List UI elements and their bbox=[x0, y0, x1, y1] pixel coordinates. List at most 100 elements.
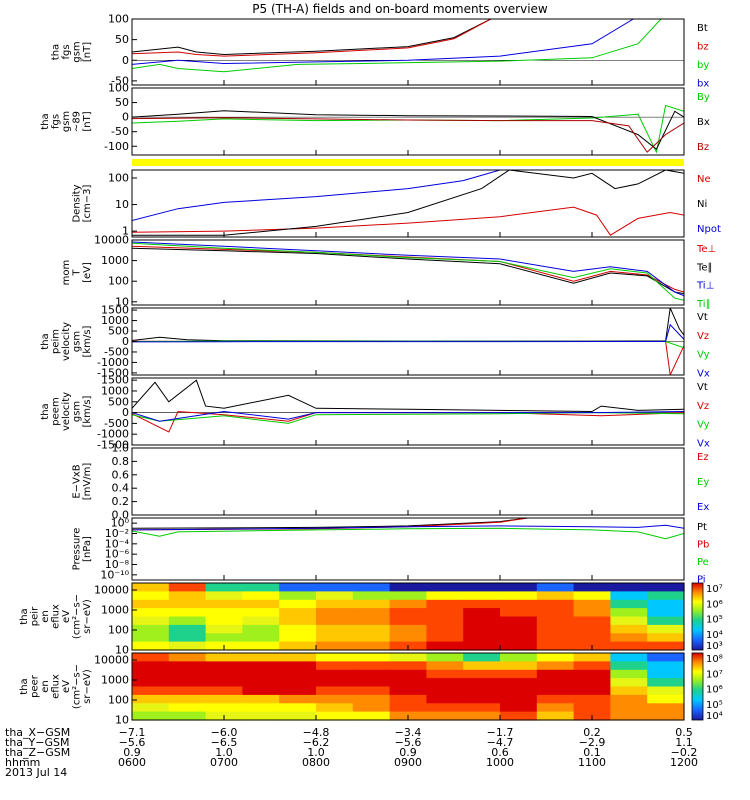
spectrogram-cell bbox=[242, 616, 280, 626]
series-line-peem-0 bbox=[132, 379, 684, 413]
spectrogram-cell bbox=[242, 703, 280, 713]
spectrogram-cell bbox=[132, 703, 170, 713]
spectrogram-cell bbox=[610, 711, 648, 721]
ytick-label-temp: 10000 bbox=[94, 234, 129, 247]
spectrogram-cell bbox=[500, 703, 538, 713]
spectrogram-cell bbox=[647, 591, 685, 601]
spectrogram-cell bbox=[352, 686, 391, 696]
spectrogram-cell bbox=[573, 583, 611, 592]
spectrogram-cell bbox=[132, 686, 170, 696]
spectrogram-cell bbox=[647, 711, 685, 721]
xaxis-tick-label: −2.9 bbox=[579, 736, 606, 749]
spectrogram-cell bbox=[205, 583, 243, 592]
spectrogram-cell bbox=[205, 616, 243, 626]
spectrogram-cell bbox=[426, 694, 464, 704]
spectrogram-cell bbox=[168, 641, 207, 651]
panel-frame-temp bbox=[131, 239, 685, 306]
spectrogram-cell bbox=[205, 591, 243, 601]
spectrogram-cell bbox=[573, 703, 611, 713]
spectrogram-cell bbox=[500, 616, 538, 626]
yellow-status-bar bbox=[132, 159, 684, 166]
legend-pressure-1: Pb bbox=[697, 540, 709, 551]
ytick-label-peem: 1000 bbox=[101, 384, 129, 397]
series-line-fgs_mgse-1 bbox=[132, 110, 684, 150]
spectrogram-cell bbox=[316, 616, 354, 626]
xaxis-tick-label: 1100 bbox=[578, 756, 606, 769]
xaxis-tick-label: −3.4 bbox=[395, 726, 422, 739]
ylabel-peim: peim bbox=[51, 329, 62, 354]
spectrogram-cell bbox=[316, 678, 354, 688]
spectrogram-cell bbox=[352, 653, 391, 662]
spectrogram-cell bbox=[647, 653, 685, 662]
ytick-label-pressure: 10⁰ bbox=[111, 517, 130, 530]
spectrogram-cell bbox=[242, 641, 280, 651]
ylabel-peem: velocity bbox=[61, 392, 72, 431]
spectrogram-cell bbox=[500, 711, 538, 721]
spectrogram-cell bbox=[352, 641, 391, 651]
spectrogram-cell bbox=[168, 608, 207, 618]
ytick-label-peir: 10 bbox=[115, 644, 129, 657]
ylabel-peim: velocity bbox=[61, 322, 72, 361]
xaxis-tick-label: −5.6 bbox=[395, 736, 422, 749]
spectrogram-cell bbox=[389, 624, 427, 634]
spectrogram-cell bbox=[132, 616, 170, 626]
ytick-label-efield: 0.8 bbox=[112, 455, 130, 468]
spectrogram-cell bbox=[500, 608, 538, 618]
spectrogram-cell bbox=[316, 661, 354, 671]
ytick-label-peer: 1000 bbox=[101, 674, 129, 687]
legend-fgs_mgse-2: Bz bbox=[697, 142, 709, 153]
xaxis-tick-label: −6.5 bbox=[211, 736, 238, 749]
spectrogram-cell bbox=[647, 633, 685, 643]
ytick-label-peer: 10 bbox=[115, 714, 129, 727]
legend-efield-0: Ez bbox=[697, 452, 709, 463]
spectrogram-cell bbox=[573, 599, 611, 609]
ylabel-peer: (cm²−s− bbox=[72, 664, 83, 709]
ytick-label-fgs_mgse: -100 bbox=[104, 140, 129, 153]
spectrogram-cell bbox=[389, 678, 427, 688]
spectrogram-cell bbox=[132, 583, 170, 592]
ylabel-peim: [km/s] bbox=[82, 325, 93, 357]
spectrogram-cell bbox=[352, 711, 391, 721]
ytick-label-fgs: -50 bbox=[111, 74, 129, 87]
xaxis-tick-label: 0900 bbox=[394, 756, 422, 769]
spectrogram-cell bbox=[573, 616, 611, 626]
spectrogram-cell bbox=[536, 703, 575, 713]
spectrogram-cell bbox=[573, 661, 611, 671]
ytick-label-peem: -1500 bbox=[97, 439, 129, 452]
colorbar-label-peer: 10⁸ bbox=[706, 654, 723, 665]
series-line-density-0 bbox=[132, 206, 684, 236]
spectrogram-cell bbox=[316, 669, 354, 679]
spectrogram-cell bbox=[500, 583, 538, 592]
ylabel-density: Density bbox=[72, 184, 83, 222]
spectrogram-cell bbox=[352, 669, 391, 679]
ylabel-pressure: [nPa] bbox=[82, 536, 93, 562]
ytick-label-density: 100 bbox=[108, 171, 129, 184]
spectrogram-cell bbox=[573, 694, 611, 704]
ytick-label-fgs: 0 bbox=[122, 54, 129, 67]
spectrogram-cell bbox=[205, 703, 243, 713]
ytick-label-temp: 100 bbox=[108, 275, 129, 288]
ylabel-peim: gsm bbox=[72, 331, 83, 352]
ytick-label-efield: 0.2 bbox=[112, 495, 130, 508]
xaxis-tick-label: −4.8 bbox=[303, 726, 330, 739]
spectrogram-cell bbox=[647, 641, 685, 651]
spectrogram-cell bbox=[242, 583, 280, 592]
spectrogram-cell bbox=[132, 608, 170, 618]
spectrogram-cell bbox=[132, 661, 170, 671]
legend-density-2: Npot bbox=[697, 224, 721, 235]
spectrogram-cell bbox=[463, 616, 501, 626]
spectrogram-cell bbox=[426, 583, 464, 592]
xaxis-tick-label: −4.7 bbox=[487, 736, 514, 749]
spectrogram-cell bbox=[463, 599, 501, 609]
spectrogram-cell bbox=[316, 624, 354, 634]
ytick-label-pressure: 10⁻² bbox=[105, 527, 129, 540]
spectrogram-cell bbox=[610, 608, 648, 618]
xaxis-tick-label: −6.2 bbox=[303, 736, 330, 749]
xaxis-tick-label: 0.9 bbox=[399, 746, 417, 759]
spectrogram-cell bbox=[352, 583, 391, 592]
ylabel-peer: eV bbox=[61, 680, 72, 693]
colorbar-label-peir: 10⁶ bbox=[706, 599, 723, 610]
series-line-temp-2 bbox=[132, 241, 684, 297]
xaxis-tick-label: −7.1 bbox=[119, 726, 146, 739]
